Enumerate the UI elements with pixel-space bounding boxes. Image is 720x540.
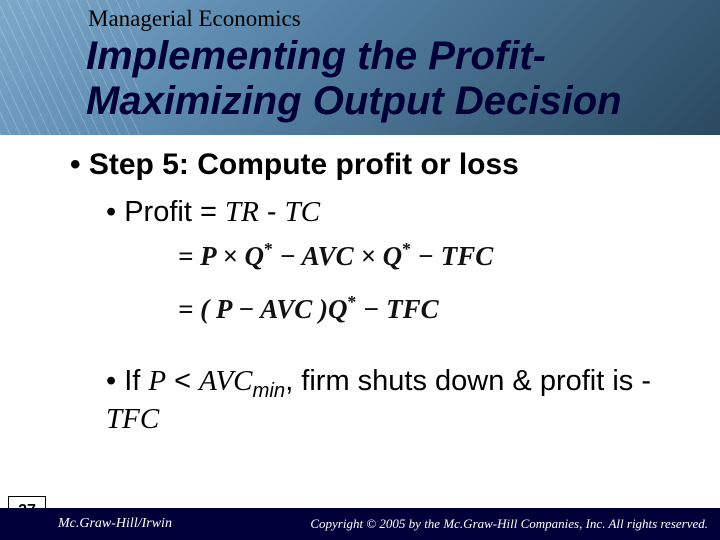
eq2-q1: Q — [245, 241, 265, 271]
eq3-close: ) — [312, 294, 328, 324]
shutdown-p: P — [148, 365, 166, 397]
eq3-minus2: − — [356, 294, 386, 324]
slide-content: Step 5: Compute profit or loss Profit = … — [70, 148, 680, 444]
equation-block: = P × Q* − AVC × Q* − TFC = ( P − AVC )Q… — [178, 239, 680, 325]
eq3-q: Q — [328, 294, 348, 324]
shutdown-min: min — [253, 380, 286, 402]
eq3-star: * — [348, 292, 357, 312]
equation-line-3: = ( P − AVC )Q* − TFC — [178, 292, 680, 325]
shutdown-condition: If P < AVCmin, firm shuts down & profit … — [106, 365, 680, 436]
shutdown-avc: AVC — [199, 365, 252, 397]
eq3-minus1: − — [231, 294, 260, 324]
slide-title: Implementing the Profit- Maximizing Outp… — [86, 34, 686, 124]
equation-line-2: = P × Q* − AVC × Q* − TFC — [178, 239, 680, 272]
eq2-star1: * — [264, 239, 273, 259]
shutdown-lt: < — [166, 365, 199, 397]
eq3-avc: AVC — [260, 294, 312, 324]
eq2-minus1: − — [273, 241, 302, 271]
shutdown-tfc: TFC — [106, 403, 159, 435]
publisher-label: Mc.Graw-Hill/Irwin — [58, 516, 172, 532]
title-line-2: Maximizing Output Decision — [86, 79, 622, 123]
eq3-tfc: TFC — [386, 294, 439, 324]
title-line-1: Implementing the Profit- — [86, 34, 546, 78]
copyright-label: Copyright © 2005 by the Mc.Graw-Hill Com… — [310, 516, 708, 532]
step-heading: Step 5: Compute profit or loss — [70, 148, 680, 182]
eq2-times-2: × — [354, 241, 383, 271]
shutdown-if: If — [124, 365, 148, 397]
eq3-p: P — [216, 294, 232, 324]
eq2-q2: Q — [383, 241, 403, 271]
eq2-minus2: − — [411, 241, 441, 271]
tr: TR — [225, 196, 259, 228]
eq2-prefix: = — [178, 241, 200, 271]
tc: TC — [285, 196, 320, 228]
eq2-times-1: × — [216, 241, 245, 271]
eq2-p: P — [200, 241, 216, 271]
shutdown-text: , firm shuts down & profit is - — [285, 365, 651, 397]
eq2-tfc: TFC — [441, 241, 494, 271]
chapter-label: Managerial Economics — [88, 6, 301, 32]
footer-bar: Mc.Graw-Hill/Irwin Copyright © 2005 by t… — [0, 508, 720, 540]
eq2-avc: AVC — [302, 241, 354, 271]
eq3-prefix: = ( — [178, 294, 216, 324]
profit-lhs: Profit = — [124, 196, 225, 228]
eq2-star2: * — [402, 239, 411, 259]
profit-equation: Profit = TR - TC — [106, 196, 680, 229]
